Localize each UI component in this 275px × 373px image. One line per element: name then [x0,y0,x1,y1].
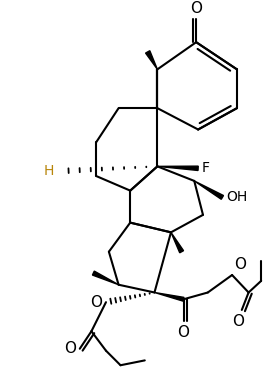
Text: O: O [90,295,102,310]
Text: O: O [64,341,76,356]
Text: H: H [43,164,54,178]
Polygon shape [171,232,183,253]
Polygon shape [194,181,224,199]
Polygon shape [92,271,119,285]
Text: O: O [178,326,189,341]
Polygon shape [157,166,198,170]
Text: O: O [234,257,246,272]
Polygon shape [145,51,157,69]
Text: F: F [202,161,210,175]
Text: O: O [190,1,202,16]
Polygon shape [155,292,184,301]
Text: O: O [232,314,244,329]
Text: OH: OH [226,190,248,204]
